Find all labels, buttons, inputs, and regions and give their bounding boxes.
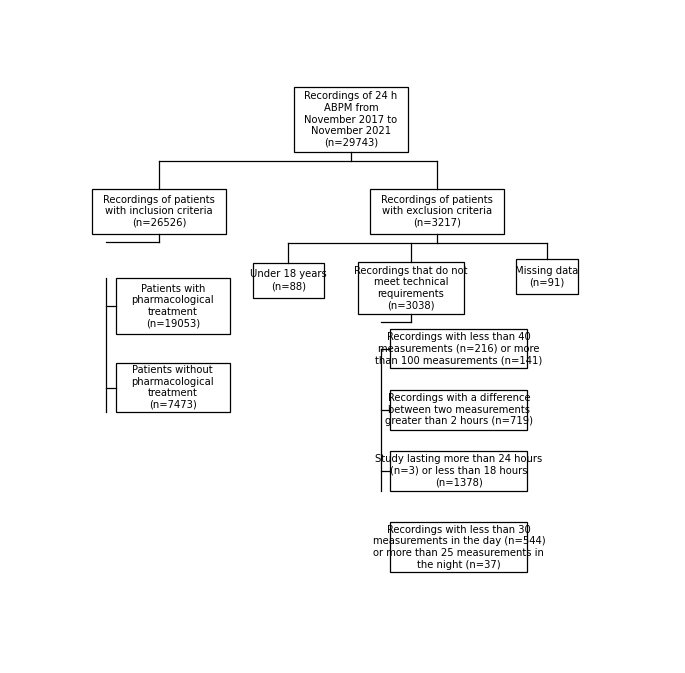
FancyBboxPatch shape bbox=[358, 262, 464, 314]
FancyBboxPatch shape bbox=[390, 522, 527, 572]
FancyBboxPatch shape bbox=[370, 188, 504, 234]
FancyBboxPatch shape bbox=[116, 278, 229, 334]
FancyBboxPatch shape bbox=[116, 363, 229, 413]
Text: Patients without
pharmacological
treatment
(n=7473): Patients without pharmacological treatme… bbox=[132, 365, 214, 410]
Text: Recordings of 24 h
ABPM from
November 2017 to
November 2021
(n=29743): Recordings of 24 h ABPM from November 20… bbox=[304, 92, 398, 148]
Text: Recordings of patients
with exclusion criteria
(n=3217): Recordings of patients with exclusion cr… bbox=[381, 194, 493, 228]
Text: Recordings that do not
meet technical
requirements
(n=3038): Recordings that do not meet technical re… bbox=[354, 266, 468, 310]
Text: Missing data
(n=91): Missing data (n=91) bbox=[515, 266, 579, 287]
Text: Recordings with less than 40
measurements (n=216) or more
than 100 measurements : Recordings with less than 40 measurement… bbox=[375, 332, 543, 365]
FancyBboxPatch shape bbox=[516, 259, 578, 294]
Text: Patients with
pharmacological
treatment
(n=19053): Patients with pharmacological treatment … bbox=[132, 284, 214, 328]
FancyBboxPatch shape bbox=[390, 452, 527, 491]
FancyBboxPatch shape bbox=[253, 262, 324, 298]
FancyBboxPatch shape bbox=[390, 329, 527, 368]
Text: Recordings with less than 30
measurements in the day (n=544)
or more than 25 mea: Recordings with less than 30 measurement… bbox=[373, 525, 545, 569]
Text: Recordings of patients
with inclusion criteria
(n=26526): Recordings of patients with inclusion cr… bbox=[103, 194, 215, 228]
FancyBboxPatch shape bbox=[390, 390, 527, 429]
FancyBboxPatch shape bbox=[92, 188, 226, 234]
Text: Under 18 years
(n=88): Under 18 years (n=88) bbox=[250, 269, 327, 291]
Text: Recordings with a difference
between two measurements
greater than 2 hours (n=71: Recordings with a difference between two… bbox=[385, 393, 533, 427]
FancyBboxPatch shape bbox=[294, 87, 408, 152]
Text: Study lasting more than 24 hours
(n=3) or less than 18 hours
(n=1378): Study lasting more than 24 hours (n=3) o… bbox=[375, 454, 543, 487]
